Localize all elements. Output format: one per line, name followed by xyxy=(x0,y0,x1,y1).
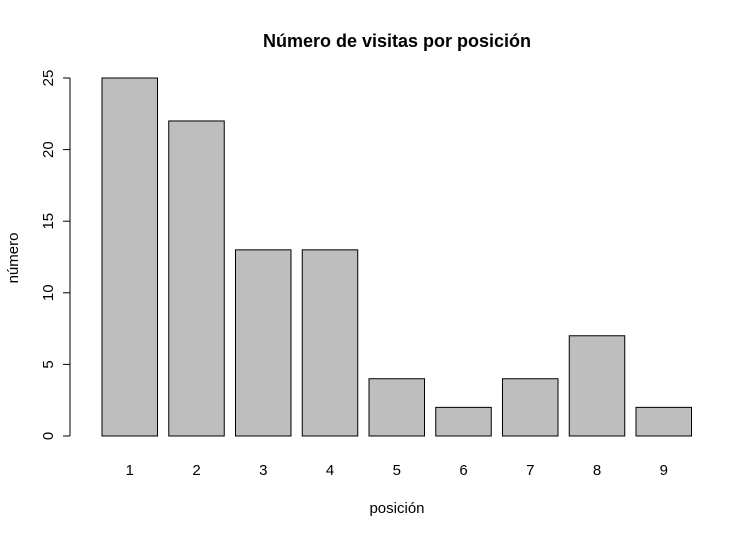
x-tick-label: 8 xyxy=(593,462,601,479)
x-tick-label: 7 xyxy=(526,462,534,479)
y-tick-label: 20 xyxy=(40,141,57,158)
x-tick-label: 4 xyxy=(326,462,334,479)
x-tick-label: 6 xyxy=(459,462,467,479)
x-tick-label: 5 xyxy=(393,462,401,479)
x-tick-label: 2 xyxy=(192,462,200,479)
bar xyxy=(435,406,492,437)
y-axis: 0 5 10 15 20 25 xyxy=(40,70,71,440)
bar xyxy=(168,120,225,437)
y-tick-label: 5 xyxy=(40,360,57,368)
bar xyxy=(101,77,158,437)
bar xyxy=(368,378,425,437)
y-tick-label: 10 xyxy=(40,284,57,301)
bar xyxy=(235,249,292,437)
bar xyxy=(568,335,626,437)
x-tick-labels: 1 2 3 4 5 6 7 8 9 xyxy=(126,462,668,479)
bar xyxy=(502,378,559,437)
y-tick-label: 0 xyxy=(40,432,57,440)
y-tick-label: 15 xyxy=(40,213,57,230)
x-tick-label: 1 xyxy=(126,462,134,479)
x-tick-label: 9 xyxy=(660,462,668,479)
bars-group xyxy=(101,77,692,437)
x-tick-label: 3 xyxy=(259,462,267,479)
y-tick-label: 25 xyxy=(40,70,57,87)
bar xyxy=(635,406,692,437)
bar xyxy=(301,249,359,437)
y-axis-label: número xyxy=(5,233,22,284)
x-axis-label: posición xyxy=(369,500,424,517)
chart-title: Número de visitas por posición xyxy=(263,31,531,51)
